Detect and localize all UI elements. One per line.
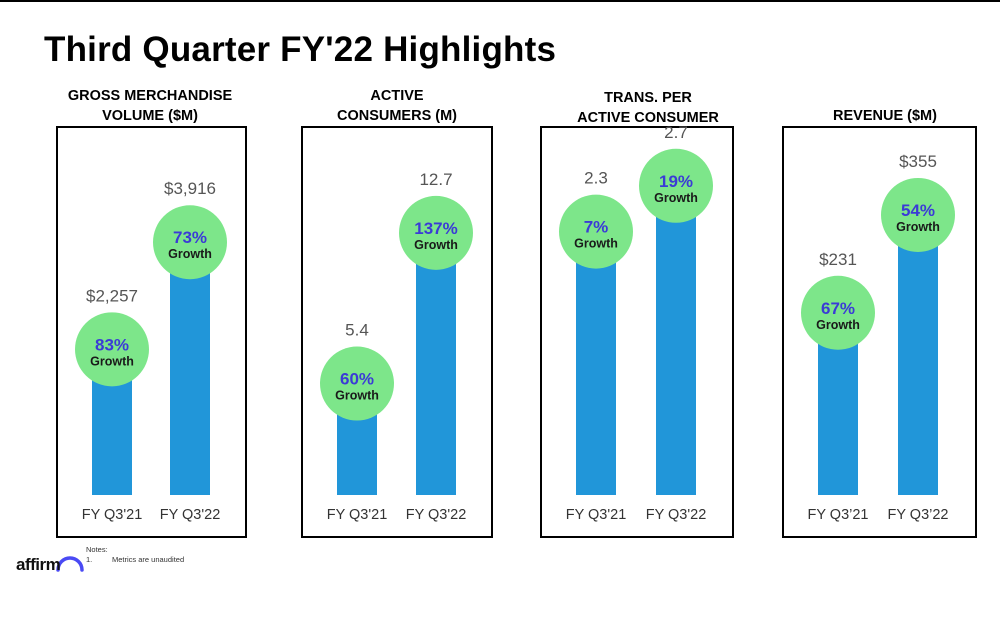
x-tick-label: FY Q3'21 — [82, 507, 143, 523]
chart-panel-frame — [782, 126, 977, 538]
bar — [898, 214, 938, 495]
value-label: 5.4 — [345, 321, 369, 340]
value-label: 2.7 — [664, 123, 688, 142]
value-label: $2,257 — [86, 286, 138, 305]
growth-label: Growth — [414, 238, 458, 252]
growth-bubble — [320, 346, 394, 421]
x-tick-label: FY Q3'21 — [327, 507, 388, 523]
growth-bubble — [153, 205, 227, 280]
growth-label: Growth — [90, 354, 134, 368]
bar — [576, 231, 616, 495]
growth-bubble — [881, 177, 955, 252]
growth-label: Growth — [816, 318, 860, 332]
chart-panel-frame — [301, 126, 493, 538]
growth-percent: 83% — [95, 335, 129, 354]
chart-title-line: REVENUE ($M) — [833, 108, 937, 124]
growth-bubble — [639, 148, 713, 223]
growth-percent: 54% — [901, 201, 935, 220]
chart-title-line: VOLUME ($M) — [102, 108, 198, 124]
growth-percent: 7% — [584, 218, 609, 237]
x-tick-label: FY Q3'22 — [160, 507, 221, 523]
chart-title-revenue: REVENUE ($M) — [833, 106, 937, 126]
top-rule — [0, 0, 1000, 2]
growth-percent: 19% — [659, 172, 693, 191]
x-tick-label: FY Q3'22 — [406, 507, 467, 523]
chart-title-trans-per-consumer: TRANS. PER ACTIVE CONSUMER — [577, 88, 719, 128]
x-tick-label: FY Q3’22 — [888, 507, 949, 523]
growth-label: Growth — [335, 389, 379, 403]
chart-title-line: TRANS. PER — [604, 90, 692, 106]
growth-label: Growth — [896, 220, 940, 234]
chart-panel-frame — [56, 126, 247, 538]
note-text: Metrics are unaudited — [112, 555, 185, 564]
x-tick-label: FY Q3’21 — [808, 507, 869, 523]
chart-title-active-consumers: ACTIVE CONSUMERS (M) — [337, 86, 457, 126]
value-label: $3,916 — [164, 179, 216, 198]
growth-bubble — [801, 275, 875, 350]
bar — [656, 185, 696, 495]
notes: Notes: 1. Metrics are unaudited — [86, 545, 184, 565]
notes-heading: Notes: — [86, 545, 108, 554]
note-item: 1. Metrics are unaudited — [86, 555, 184, 565]
x-tick-label: FY Q3'22 — [646, 507, 707, 523]
growth-bubble — [559, 194, 633, 269]
growth-bubble — [75, 312, 149, 387]
chart-title-line: CONSUMERS (M) — [336, 108, 458, 124]
affirm-logo: affirm — [16, 548, 84, 578]
note-number: 1. — [86, 555, 93, 564]
growth-percent: 73% — [173, 228, 207, 247]
chart-panel-frame — [540, 126, 734, 538]
logo-arc-icon — [56, 556, 84, 572]
growth-bubble — [399, 195, 473, 270]
chart-title-gmv: GROSS MERCHANDISE VOLUME ($M) — [68, 86, 232, 126]
page-title: Third Quarter FY'22 Highlights — [44, 30, 557, 69]
growth-label: Growth — [168, 247, 212, 261]
growth-label: Growth — [654, 191, 698, 205]
chart-title-line: GROSS MERCHANDISE — [67, 88, 233, 104]
growth-percent: 67% — [821, 299, 855, 318]
value-label: 2.3 — [584, 169, 608, 188]
chart-title-line: ACTIVE — [370, 88, 424, 104]
value-label: $231 — [819, 250, 857, 269]
growth-percent: 60% — [340, 370, 374, 389]
x-tick-label: FY Q3'21 — [566, 507, 627, 523]
value-label: $355 — [899, 152, 937, 171]
growth-label: Growth — [574, 237, 618, 251]
growth-percent: 137% — [414, 219, 457, 238]
bar — [416, 232, 456, 495]
logo-wordmark: affirm — [16, 555, 61, 574]
chart-title-line: ACTIVE CONSUMER — [577, 110, 719, 126]
bar — [170, 242, 210, 495]
value-label: 12.7 — [419, 170, 452, 189]
